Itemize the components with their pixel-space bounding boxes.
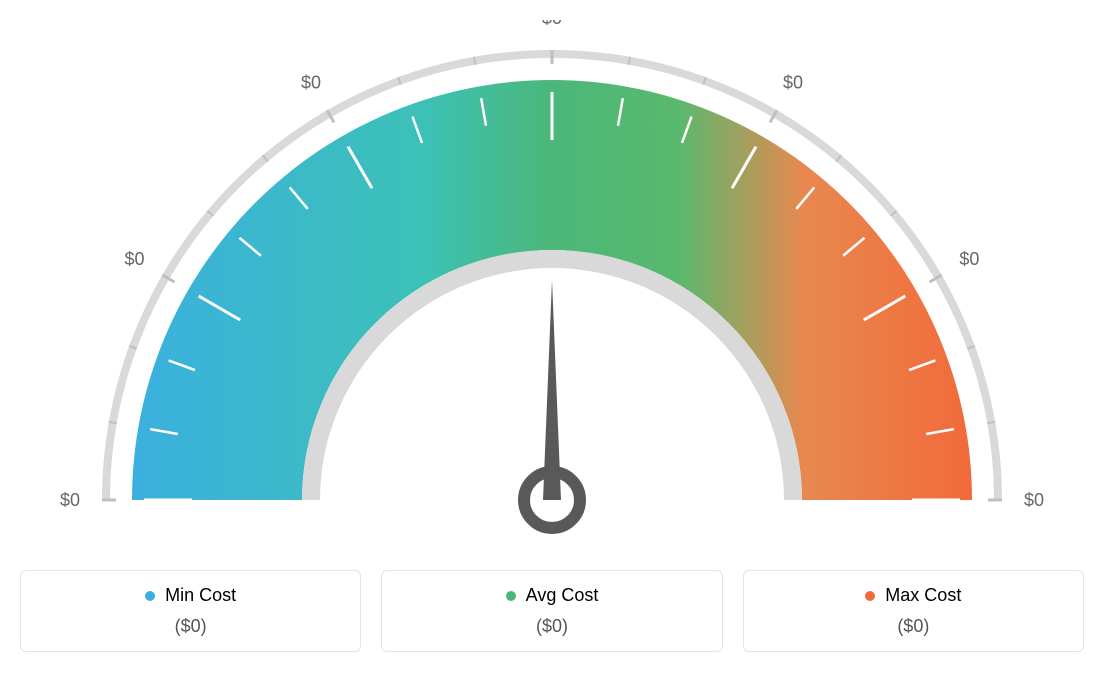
gauge-chart: $0 $0 $0 $0 $0 $0 $0 bbox=[20, 20, 1084, 560]
legend-title-max: Max Cost bbox=[865, 585, 961, 606]
svg-text:$0: $0 bbox=[125, 249, 145, 269]
svg-text:$0: $0 bbox=[542, 20, 562, 28]
legend-label-avg: Avg Cost bbox=[526, 585, 599, 606]
legend-dot-min bbox=[145, 591, 155, 601]
legend-label-max: Max Cost bbox=[885, 585, 961, 606]
legend-card-avg: Avg Cost ($0) bbox=[381, 570, 722, 652]
legend-row: Min Cost ($0) Avg Cost ($0) Max Cost ($0… bbox=[20, 570, 1084, 652]
svg-text:$0: $0 bbox=[60, 490, 80, 510]
legend-title-min: Min Cost bbox=[145, 585, 236, 606]
legend-card-max: Max Cost ($0) bbox=[743, 570, 1084, 652]
legend-value-max: ($0) bbox=[762, 616, 1065, 637]
legend-value-min: ($0) bbox=[39, 616, 342, 637]
svg-text:$0: $0 bbox=[783, 73, 803, 93]
legend-label-min: Min Cost bbox=[165, 585, 236, 606]
legend-title-avg: Avg Cost bbox=[506, 585, 599, 606]
gauge-svg: $0 $0 $0 $0 $0 $0 $0 bbox=[20, 20, 1084, 560]
svg-text:$0: $0 bbox=[959, 249, 979, 269]
legend-dot-avg bbox=[506, 591, 516, 601]
legend-dot-max bbox=[865, 591, 875, 601]
svg-text:$0: $0 bbox=[301, 73, 321, 93]
svg-text:$0: $0 bbox=[1024, 490, 1044, 510]
legend-card-min: Min Cost ($0) bbox=[20, 570, 361, 652]
legend-value-avg: ($0) bbox=[400, 616, 703, 637]
